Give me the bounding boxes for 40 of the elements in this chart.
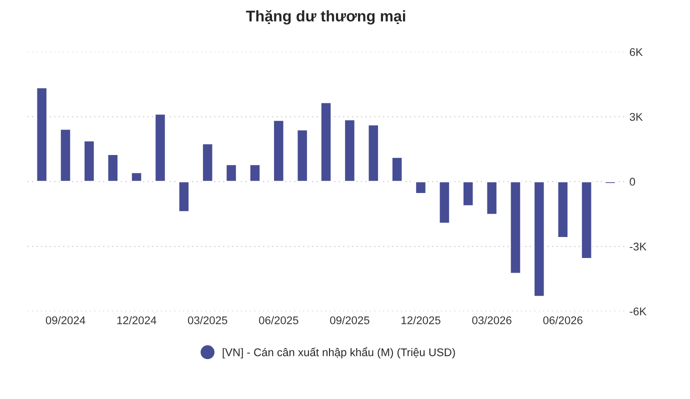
bar xyxy=(154,113,166,182)
bar xyxy=(580,180,593,260)
x-tick-label: 12/2024 xyxy=(117,316,156,324)
y-tick-label: -6K xyxy=(630,307,646,316)
bar xyxy=(391,156,404,182)
x-tick-label: 03/2025 xyxy=(188,316,228,324)
bar xyxy=(533,180,546,298)
x-tick-label: 06/2026 xyxy=(543,316,582,324)
bar xyxy=(225,164,238,182)
bar xyxy=(36,86,48,182)
bar xyxy=(556,180,569,238)
bar xyxy=(83,140,96,182)
bar xyxy=(438,180,450,224)
y-tick-label: -3K xyxy=(630,242,646,251)
bar xyxy=(272,119,285,182)
bar xyxy=(59,128,72,182)
bar xyxy=(248,164,261,182)
bar xyxy=(604,180,616,184)
x-tick-label: 09/2024 xyxy=(46,316,86,324)
x-tick-label: 12/2025 xyxy=(402,316,440,324)
bar xyxy=(106,154,119,182)
chart-title: Thặng dư thương mại xyxy=(246,10,406,25)
y-tick-label: 6K xyxy=(630,48,643,56)
bar xyxy=(296,128,308,182)
bar xyxy=(202,142,214,182)
bar xyxy=(414,180,427,194)
bar xyxy=(320,102,332,182)
bar xyxy=(178,180,190,212)
y-tick-label: 0 xyxy=(630,178,636,186)
x-tick-label: 06/2025 xyxy=(259,316,298,324)
x-tick-label: 03/2026 xyxy=(472,316,512,324)
x-tick-label: 09/2025 xyxy=(330,316,370,324)
bar xyxy=(344,118,356,182)
bar xyxy=(509,180,522,274)
bar xyxy=(486,180,498,216)
bar xyxy=(130,172,143,182)
bar xyxy=(462,180,474,207)
legend-label: [VN] - Cán cân xuất nhập khẩu (M) (Triệu USD) xyxy=(222,347,455,358)
bar xyxy=(367,124,380,182)
y-tick-label: 3K xyxy=(630,112,643,121)
